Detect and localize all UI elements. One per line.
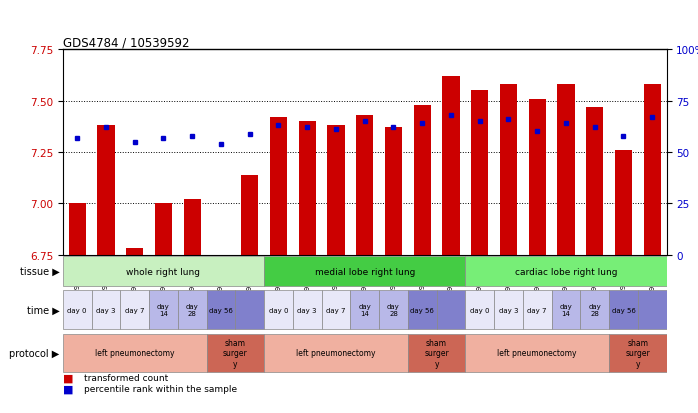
Text: day
14: day 14 [560,303,572,316]
Bar [466,290,494,330]
Text: ■: ■ [63,373,73,383]
Bar [264,334,408,372]
Text: left pneumonectomy: left pneumonectomy [498,348,577,357]
Text: whole right lung: whole right lung [126,267,200,276]
Bar [241,175,258,255]
Text: day 0: day 0 [470,307,489,313]
Text: sham
surger
y: sham surger y [424,338,449,368]
Text: transformed count: transformed count [84,373,168,382]
Bar [466,256,667,286]
Bar [466,334,609,372]
Text: time ▶: time ▶ [27,305,59,315]
Bar [207,290,235,330]
Text: left pneumonectomy: left pneumonectomy [296,348,376,357]
Text: day 56: day 56 [410,307,434,313]
Bar [327,126,345,255]
Text: cardiac lobe right lung: cardiac lobe right lung [514,267,617,276]
Bar [557,85,574,255]
Text: percentile rank within the sample: percentile rank within the sample [84,384,237,393]
Bar [63,334,207,372]
Text: day 3: day 3 [297,307,317,313]
Bar [63,290,91,330]
Text: day 56: day 56 [209,307,233,313]
Bar [528,100,546,255]
Bar [120,290,149,330]
Bar [178,290,207,330]
Bar [293,290,322,330]
Bar [408,290,436,330]
Text: sham
surger
y: sham surger y [625,338,651,368]
Bar [264,256,466,286]
Text: protocol ▶: protocol ▶ [9,348,59,358]
Bar [350,290,379,330]
Bar [500,85,517,255]
Bar [299,122,315,255]
Text: day
14: day 14 [358,303,371,316]
Bar [494,290,523,330]
Bar [63,256,264,286]
Bar [235,290,264,330]
Bar [322,290,350,330]
Bar [356,116,373,255]
Text: GDS4784 / 10539592: GDS4784 / 10539592 [63,36,189,49]
Text: ■: ■ [63,383,73,393]
Bar [126,249,143,255]
Text: day
28: day 28 [387,303,400,316]
Text: day
28: day 28 [588,303,601,316]
Bar [270,118,287,255]
Bar [379,290,408,330]
Text: left pneumonectomy: left pneumonectomy [95,348,174,357]
Text: day 7: day 7 [326,307,346,313]
Bar [580,290,609,330]
Bar [149,290,178,330]
Bar [184,200,201,255]
Bar [155,204,172,255]
Text: day 0: day 0 [68,307,87,313]
Bar [638,290,667,330]
Bar [551,290,580,330]
Bar [523,290,551,330]
Text: day
28: day 28 [186,303,198,316]
Bar [207,334,264,372]
Text: day
14: day 14 [157,303,170,316]
Bar [471,91,489,255]
Text: medial lobe right lung: medial lobe right lung [315,267,415,276]
Bar [436,290,466,330]
Bar [212,255,230,257]
Text: day 3: day 3 [96,307,116,313]
Text: day 56: day 56 [611,307,635,313]
Bar [609,334,667,372]
Bar [414,106,431,255]
Bar [385,128,402,255]
Bar [615,151,632,255]
Text: day 7: day 7 [528,307,547,313]
Bar [68,204,86,255]
Text: day 7: day 7 [125,307,144,313]
Bar [264,290,293,330]
Bar [443,77,459,255]
Text: sham
surger
y: sham surger y [223,338,248,368]
Bar [586,108,603,255]
Text: tissue ▶: tissue ▶ [20,266,59,276]
Bar [609,290,638,330]
Bar [408,334,466,372]
Bar [97,126,114,255]
Bar [91,290,120,330]
Text: day 0: day 0 [269,307,288,313]
Text: day 3: day 3 [498,307,518,313]
Bar [644,85,661,255]
